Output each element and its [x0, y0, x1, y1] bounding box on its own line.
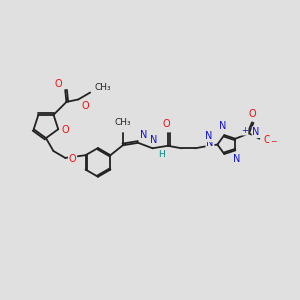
Text: −: −	[270, 137, 276, 146]
Text: N: N	[150, 135, 158, 145]
Text: +: +	[241, 126, 248, 135]
Text: N: N	[219, 121, 227, 131]
Text: O: O	[248, 109, 256, 119]
Text: N: N	[205, 131, 212, 141]
Text: N: N	[252, 127, 260, 137]
Text: N: N	[233, 154, 240, 164]
Text: N: N	[140, 130, 148, 140]
Text: O: O	[163, 119, 170, 129]
Text: H: H	[158, 150, 165, 159]
Text: O: O	[62, 125, 70, 135]
Text: CH₃: CH₃	[115, 118, 131, 127]
Text: O: O	[82, 101, 89, 111]
Text: CH₃: CH₃	[95, 82, 111, 91]
Text: N: N	[206, 138, 214, 148]
Text: O: O	[69, 154, 76, 164]
Text: O: O	[263, 135, 271, 145]
Text: O: O	[55, 79, 62, 89]
